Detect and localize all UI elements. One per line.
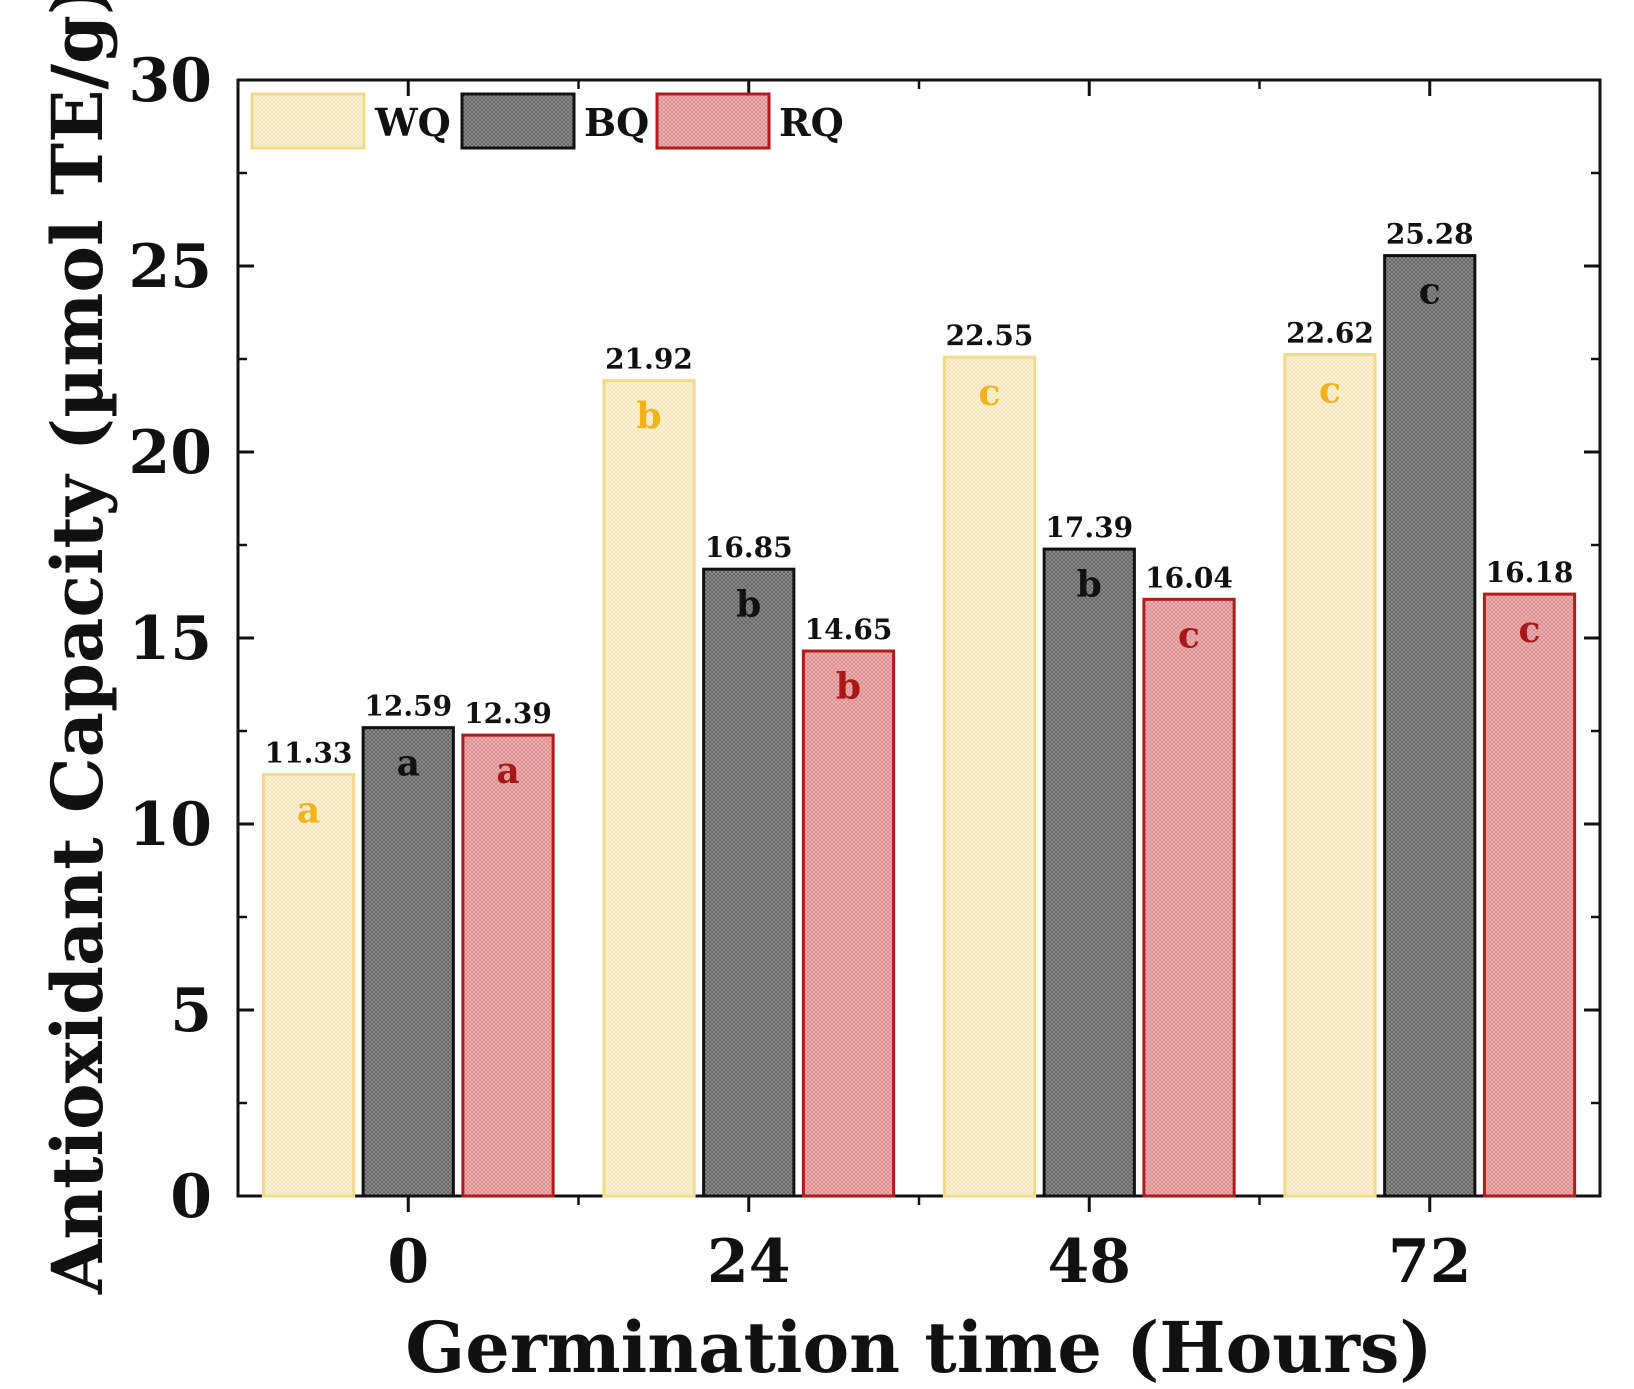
- x-tick-label: 0: [387, 1227, 429, 1297]
- y-tick-label: 0: [170, 1162, 212, 1232]
- value-label: 17.39: [1045, 511, 1133, 544]
- significance-letter: b: [636, 396, 661, 438]
- bar-rq-24: [801, 649, 896, 1198]
- y-tick-label: 25: [129, 232, 213, 302]
- significance-letter: b: [1077, 564, 1102, 606]
- significance-letter: c: [1519, 609, 1541, 651]
- y-tick-label: 15: [129, 604, 213, 674]
- bar-bq-0: [361, 726, 455, 1198]
- y-axis-title: Antioxidant Capacity (µmol TE/g): [36, 0, 119, 1295]
- legend-label-bq: BQ: [584, 100, 649, 145]
- legend: WQ BQ RQ: [250, 92, 844, 150]
- y-tick-label: 20: [129, 418, 213, 488]
- value-label: 22.62: [1286, 317, 1374, 350]
- bar-bq-48: [1042, 547, 1136, 1198]
- significance-letter: c: [1178, 614, 1200, 656]
- bar-rq-48: [1142, 597, 1236, 1198]
- y-tick-label: 5: [170, 976, 212, 1046]
- value-label: 11.33: [265, 737, 353, 770]
- value-label: 16.85: [705, 531, 793, 564]
- value-label: 12.59: [364, 690, 452, 723]
- significance-letter: c: [979, 372, 1001, 414]
- legend-swatch-bq: [460, 92, 576, 150]
- bar-bq-24: [702, 567, 796, 1198]
- legend-swatch-rq: [655, 92, 771, 150]
- y-axis-ticks: 0 5 10 15 20 25 30: [129, 46, 1600, 1232]
- x-axis-ticks: 0 24 48 72: [387, 80, 1472, 1297]
- legend-swatch-wq: [250, 92, 366, 150]
- value-label: 12.39: [464, 697, 552, 730]
- significance-letter: b: [736, 584, 761, 626]
- legend-label-rq: RQ: [779, 100, 844, 145]
- significance-letter: c: [1419, 271, 1441, 313]
- value-label: 14.65: [805, 613, 893, 646]
- y-tick-label: 10: [129, 790, 213, 860]
- bar-wq-72: [1283, 353, 1377, 1198]
- x-tick-label: 24: [707, 1227, 791, 1297]
- legend-label-wq: WQ: [374, 100, 451, 145]
- bar-wq-0: [261, 773, 356, 1198]
- value-label: 21.92: [605, 343, 693, 376]
- significance-letter: b: [836, 666, 861, 708]
- x-tick-label: 48: [1048, 1227, 1132, 1297]
- bar-wq-24: [602, 379, 696, 1198]
- significance-letter: a: [397, 743, 420, 785]
- significance-letter: c: [1319, 370, 1341, 412]
- y-tick-label: 30: [129, 46, 213, 116]
- significance-letter: a: [496, 750, 519, 792]
- bars-layer: 11.33 a 21.92 b 22.55 c 22.62 c 12.59 a 16.85 b 17.3…: [261, 218, 1577, 1198]
- bar-bq-72: [1383, 254, 1477, 1198]
- x-tick-label: 72: [1388, 1227, 1472, 1297]
- significance-letter: a: [297, 790, 320, 832]
- bar-rq-72: [1482, 592, 1577, 1198]
- value-label: 16.18: [1486, 556, 1574, 589]
- x-axis-title: Germination time (Hours): [405, 1306, 1432, 1389]
- value-label: 16.04: [1145, 561, 1233, 594]
- bar-rq-0: [461, 733, 555, 1198]
- value-label: 22.55: [946, 319, 1034, 352]
- bar-wq-48: [942, 355, 1037, 1198]
- value-label: 25.28: [1386, 218, 1474, 251]
